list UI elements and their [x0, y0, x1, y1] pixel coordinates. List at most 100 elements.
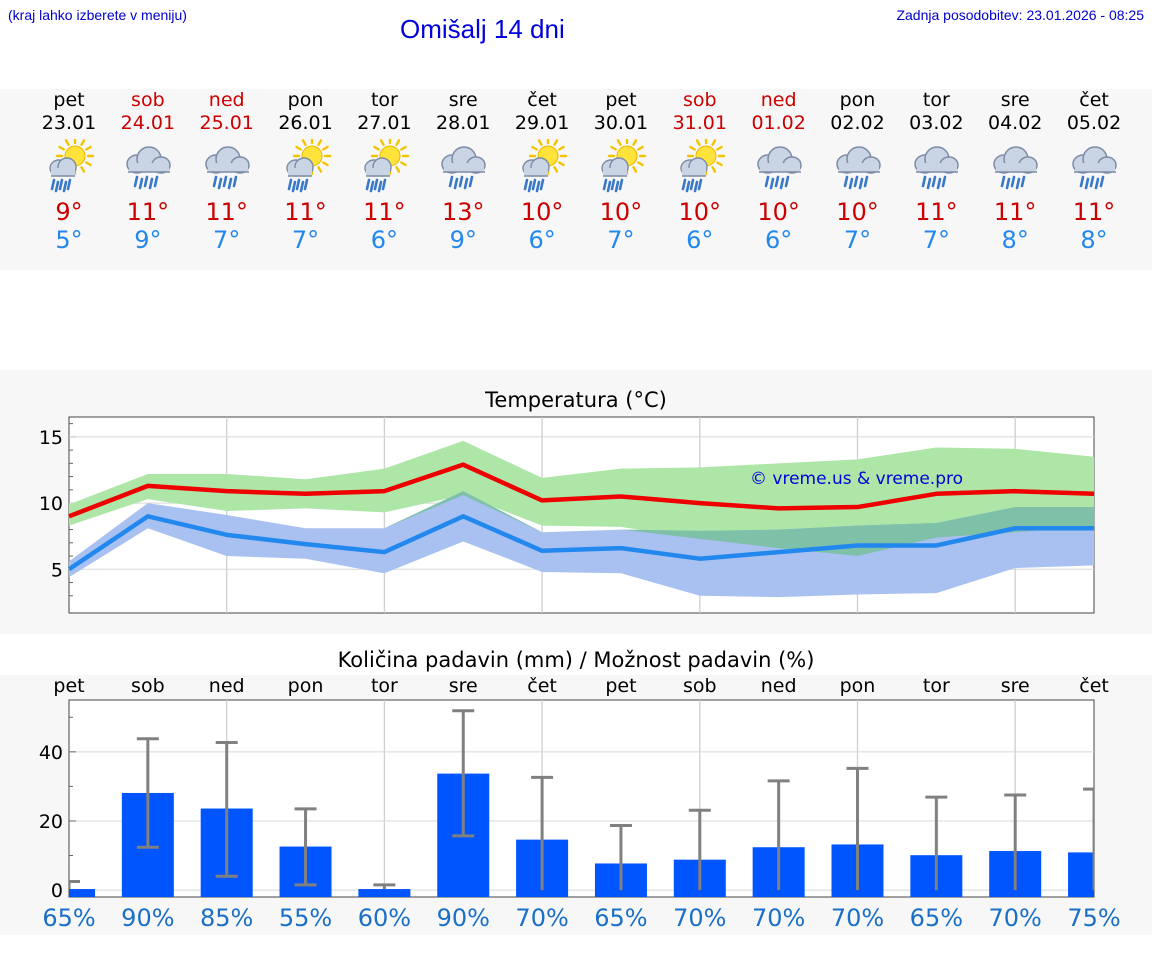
temp-min: 7° [213, 226, 241, 254]
precip-probability: 75% [1067, 904, 1121, 932]
day-date: 05.02 [1066, 112, 1122, 134]
temperature-chart: 5 10 15 © vreme.us & vreme.pro [39, 416, 1095, 614]
temp-min: 8° [1080, 226, 1108, 254]
day-date: 28.01 [436, 112, 491, 134]
day-date: 24.01 [120, 112, 176, 134]
sun-cloud-rain-icon [514, 136, 570, 195]
y-tick-label: 0 [51, 880, 63, 902]
temp-max: 11° [126, 198, 170, 226]
day-name: tor [370, 89, 398, 111]
temp-max: 11° [205, 198, 248, 226]
temp-max: 11° [993, 198, 1037, 226]
temp-max: 11° [915, 198, 958, 226]
precip-day-label: ned [208, 675, 245, 697]
sun-cloud-rain-icon [593, 136, 649, 195]
day-name: ned [760, 89, 797, 111]
cloud-rain-icon [830, 139, 886, 195]
temp-max: 9° [55, 198, 83, 226]
day-name: ned [208, 89, 245, 111]
precip-day-label: čet [1079, 675, 1109, 697]
day-date: 27.01 [357, 112, 412, 134]
precip-day-label: sob [683, 675, 717, 697]
temp-min: 7° [291, 226, 320, 254]
cloud-rain-icon [987, 139, 1043, 195]
temp-max: 10° [678, 198, 722, 226]
precip-day-label: tor [922, 675, 950, 697]
temperature-chart-title: Temperatura (°C) [485, 388, 667, 412]
precip-day-label: pet [605, 675, 637, 697]
precip-probability: 65% [42, 904, 96, 932]
temp-max: 11° [284, 198, 327, 226]
page-title: Omišalj 14 dni [400, 14, 565, 44]
temp-min: 6° [528, 226, 556, 254]
temp-min: 6° [686, 226, 714, 254]
day-name: sob [131, 89, 165, 111]
precip-day-label: sob [131, 675, 165, 697]
precip-probability: 60% [357, 904, 412, 932]
day-name: čet [527, 89, 557, 111]
temp-min: 6° [370, 226, 399, 254]
y-tick-label: 15 [39, 427, 63, 449]
cloud-rain-icon [908, 139, 964, 195]
day-date: 03.02 [909, 112, 964, 134]
day-name: pon [839, 89, 876, 111]
min-temp-line [67, 514, 1095, 572]
temp-min: 7° [843, 226, 872, 254]
precip-probability: 70% [673, 904, 727, 932]
precipitation-chart-title: Količina padavin (mm) / Možnost padavin … [337, 648, 815, 672]
last-updated: Zadnja posodobitev: 23.01.2026 - 08:25 [896, 7, 1144, 23]
precip-probability: 85% [200, 904, 254, 932]
y-tick-label: 40 [39, 742, 63, 764]
sun-cloud-rain-icon [278, 136, 334, 195]
temp-min: 7° [922, 226, 950, 254]
temp-max: 10° [757, 198, 800, 226]
precip-probability: 90% [436, 904, 490, 932]
y-tick-label: 20 [39, 811, 63, 833]
day-name: tor [922, 89, 950, 111]
day-name: pon [287, 89, 324, 111]
y-tick-label: 10 [39, 493, 63, 515]
day-name: pet [605, 89, 637, 111]
min-temp-band [69, 491, 1095, 598]
temp-min: 6° [765, 226, 793, 254]
day-date: 25.01 [199, 112, 254, 134]
temp-min: 9° [134, 226, 162, 254]
precip-day-label: čet [527, 675, 557, 697]
precip-probability: 70% [515, 904, 569, 932]
temp-min: 9° [449, 226, 477, 254]
cloud-rain-icon [751, 139, 807, 195]
precip-day-label: sre [448, 675, 478, 697]
temp-max: 13° [441, 198, 485, 226]
day-name: sob [683, 89, 717, 111]
precip-probability: 70% [988, 904, 1042, 932]
day-date: 04.02 [987, 112, 1043, 134]
temp-max: 10° [520, 198, 564, 226]
forecast-strip [0, 89, 1152, 270]
day-date: 26.01 [278, 112, 333, 134]
precip-probability: 55% [278, 904, 333, 932]
precip-probability: 70% [830, 904, 885, 932]
watermark: © vreme.us & vreme.pro [750, 469, 963, 489]
day-name: čet [1079, 89, 1109, 111]
day-name: pet [53, 89, 85, 111]
cloud-rain-icon [120, 139, 176, 195]
day-date: 30.01 [593, 112, 649, 134]
day-name: sre [1000, 89, 1030, 111]
temp-min: 7° [607, 226, 635, 254]
precip-probability: 65% [909, 904, 964, 932]
precip-day-label: pon [839, 675, 876, 697]
max-temp-line [68, 462, 1095, 519]
temp-max: 11° [363, 198, 406, 226]
day-name: sre [448, 89, 478, 111]
precip-bar [358, 889, 411, 897]
temp-max: 10° [599, 198, 643, 226]
sun-cloud-rain-icon [41, 136, 97, 195]
precipitation-chart: 0 20 40 [39, 699, 1095, 902]
precip-day-label: ned [760, 675, 797, 697]
precip-bar [69, 889, 95, 897]
day-date: 02.02 [830, 112, 885, 134]
day-date: 31.01 [672, 112, 727, 134]
precip-probability: 90% [121, 904, 175, 932]
overlap-band [69, 491, 1095, 562]
temp-min: 8° [1001, 226, 1029, 254]
